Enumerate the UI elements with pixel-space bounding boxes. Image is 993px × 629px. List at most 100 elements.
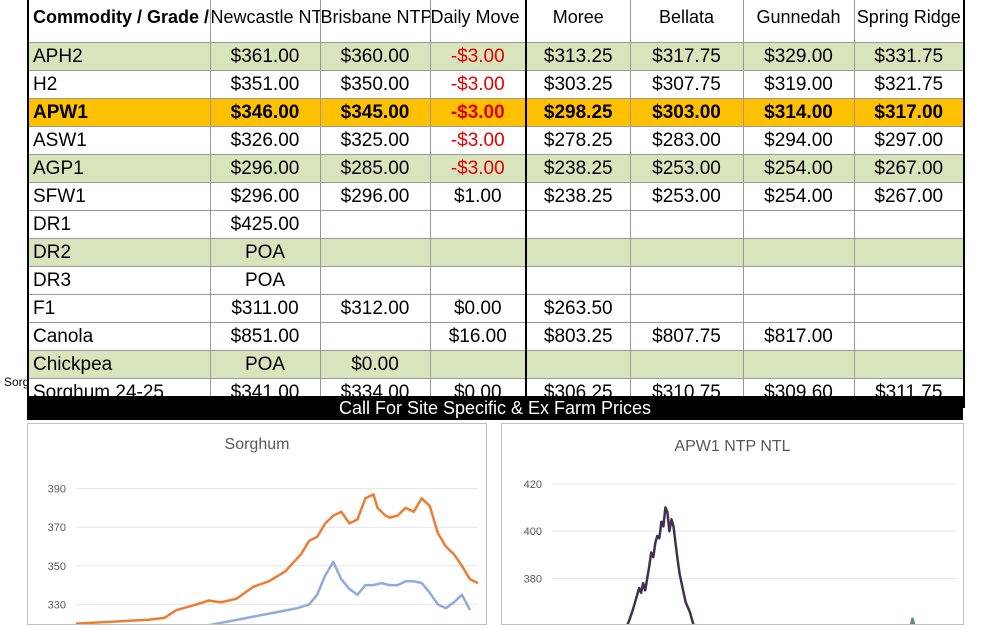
- cell-newcastle: POA: [209, 266, 321, 295]
- table-row: APH2 $361.00 $360.00 -$3.00 $313.25 $317.75 $3…: [27, 42, 965, 71]
- table-row: APW1 $346.00 $345.00 -$3.00 $298.25 $303.00 $3…: [27, 98, 965, 127]
- y-tick-label: 390: [48, 484, 66, 496]
- cell-gunnedah: [742, 350, 855, 379]
- cell-moree: $278.25: [525, 126, 631, 155]
- cell-newcastle: $296.00: [209, 182, 321, 211]
- cell-commodity: F1: [27, 294, 211, 323]
- cell-newcastle: $311.00: [209, 294, 321, 323]
- cell-gunnedah: [742, 266, 855, 295]
- cell-bellata: [629, 350, 744, 379]
- cell-daily-move: -$3.00: [429, 70, 527, 99]
- cell-commodity: SFW1: [27, 182, 211, 211]
- cell-commodity: H2: [27, 70, 211, 99]
- cell-moree: $313.25: [525, 42, 631, 71]
- cell-bellata: $303.00: [629, 98, 744, 127]
- cell-brisbane: [319, 238, 431, 267]
- cell-gunnedah: [742, 294, 855, 323]
- table-row: Sorghum 24-25 $341.00 $334.00 $0.00 $306.25 $…: [27, 378, 965, 408]
- cell-newcastle: $361.00: [209, 42, 321, 71]
- series-line-0: [624, 506, 696, 629]
- header-newcastle: Newcastle NTP TRK: [209, 0, 321, 43]
- cell-moree: [525, 210, 631, 239]
- cell-newcastle: POA: [209, 238, 321, 267]
- cell-bellata: $253.00: [629, 182, 744, 211]
- cell-gunnedah: $314.00: [742, 98, 855, 127]
- cell-commodity: DR3: [27, 266, 211, 295]
- table-header-row: Commodity / Grade / NTP Newcastle NTP TR…: [27, 0, 965, 43]
- cell-bellata: $283.00: [629, 126, 744, 155]
- cell-commodity: DR1: [27, 210, 211, 239]
- cell-gunnedah: $817.00: [742, 322, 855, 351]
- table-row: DR2 POA: [27, 238, 965, 267]
- cell-commodity: Canola: [27, 322, 211, 351]
- cell-spring-ridge: $297.00: [853, 126, 965, 155]
- cell-moree: [525, 238, 631, 267]
- cell-commodity: APW1: [27, 98, 211, 127]
- series-line-1: [139, 560, 472, 629]
- cell-brisbane: [319, 322, 431, 351]
- y-tick-label: 380: [524, 574, 542, 586]
- cell-commodity: APH2: [27, 42, 211, 71]
- header-brisbane: Brisbane NTP TRK: [319, 0, 431, 43]
- cell-moree: $298.25: [525, 98, 631, 127]
- table-row: H2 $351.00 $350.00 -$3.00 $303.25 $307.75 $319…: [27, 70, 965, 99]
- cell-moree: $303.25: [525, 70, 631, 99]
- cell-brisbane: [319, 266, 431, 295]
- cell-brisbane: $345.00: [319, 98, 431, 127]
- header-spring-ridge: Spring Ridge: [853, 0, 965, 43]
- y-tick-label: 330: [48, 599, 66, 611]
- cell-brisbane: $360.00: [319, 42, 431, 71]
- cell-brisbane: $325.00: [319, 126, 431, 155]
- cell-spring-ridge: $321.75: [853, 70, 965, 99]
- cell-bellata: $807.75: [629, 322, 744, 351]
- cell-bellata: [629, 266, 744, 295]
- cell-daily-move: [429, 238, 527, 267]
- table-row: F1 $311.00 $312.00 $0.00 $263.50: [27, 294, 965, 323]
- cell-daily-move: -$3.00: [429, 154, 527, 183]
- cell-brisbane: $296.00: [319, 182, 431, 211]
- cell-moree: [525, 350, 631, 379]
- cell-daily-move: $0.00: [429, 294, 527, 323]
- cell-newcastle: $425.00: [209, 210, 321, 239]
- header-commodity: Commodity / Grade / NTP: [27, 0, 211, 43]
- header-daily-move: Daily Move NTL: [429, 0, 527, 43]
- cell-spring-ridge: $317.00: [853, 98, 965, 127]
- table-row: Canola $851.00 $16.00 $803.25 $807.75 $817.00: [27, 322, 965, 351]
- price-table: Commodity / Grade / NTP Newcastle NTP TR…: [27, 0, 965, 408]
- cell-spring-ridge: [853, 294, 965, 323]
- cell-newcastle: $296.00: [209, 154, 321, 183]
- cell-spring-ridge: [853, 266, 965, 295]
- cell-brisbane: $0.00: [319, 350, 431, 379]
- cell-commodity: AGP1: [27, 154, 211, 183]
- table-row: AGP1 $296.00 $285.00 -$3.00 $238.25 $253.00 $2…: [27, 154, 965, 183]
- cell-commodity: ASW1: [27, 126, 211, 155]
- table-row: DR1 $425.00: [27, 210, 965, 239]
- cell-spring-ridge: [853, 210, 965, 239]
- cell-daily-move: -$3.00: [429, 42, 527, 71]
- cell-brisbane: $312.00: [319, 294, 431, 323]
- apw1-chart: APW1 NTP NTL 420 400 380: [501, 423, 964, 629]
- table-body: APH2 $361.00 $360.00 -$3.00 $313.25 $317.75 $3…: [27, 42, 965, 408]
- cell-commodity: DR2: [27, 238, 211, 267]
- cell-daily-move: [429, 350, 527, 379]
- cell-gunnedah: $254.00: [742, 154, 855, 183]
- y-tick-label: 350: [48, 561, 66, 573]
- cell-moree: $803.25: [525, 322, 631, 351]
- header-gunnedah: Gunnedah: [742, 0, 855, 43]
- cell-daily-move: [429, 266, 527, 295]
- cell-gunnedah: $254.00: [742, 182, 855, 211]
- call-for-prices-banner: Call For Site Specific & Ex Farm Prices: [27, 396, 963, 420]
- sorghum-chart-plot: 390 370 350 330: [48, 484, 479, 629]
- cell-bellata: [629, 238, 744, 267]
- cell-spring-ridge: [853, 350, 965, 379]
- apw1-chart-plot: 420 400 380: [524, 479, 957, 629]
- cell-newcastle: $351.00: [209, 70, 321, 99]
- sorghum-chart-title: Sorghum: [224, 436, 290, 453]
- header-moree: Moree: [525, 0, 631, 43]
- cell-bellata: [629, 294, 744, 323]
- cell-moree: $238.25: [525, 182, 631, 211]
- table-row: SFW1 $296.00 $296.00 $1.00 $238.25 $253.00 $25…: [27, 182, 965, 211]
- cell-moree: $263.50: [525, 294, 631, 323]
- cell-daily-move: [429, 210, 527, 239]
- y-tick-label: 420: [524, 479, 542, 491]
